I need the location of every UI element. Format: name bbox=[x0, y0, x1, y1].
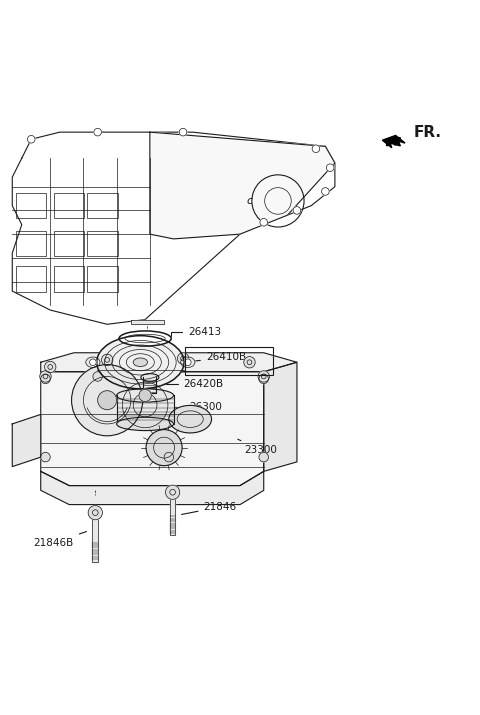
Circle shape bbox=[259, 374, 268, 383]
Text: 26420B: 26420B bbox=[161, 379, 223, 388]
Ellipse shape bbox=[117, 389, 174, 402]
Polygon shape bbox=[131, 320, 164, 325]
Circle shape bbox=[258, 371, 269, 383]
Ellipse shape bbox=[96, 335, 184, 389]
Circle shape bbox=[97, 390, 117, 410]
Polygon shape bbox=[12, 132, 335, 325]
Polygon shape bbox=[264, 363, 297, 471]
Circle shape bbox=[326, 164, 334, 172]
Circle shape bbox=[260, 219, 267, 226]
Bar bbox=[170, 496, 176, 536]
Circle shape bbox=[93, 372, 102, 381]
Text: c: c bbox=[246, 196, 252, 206]
Circle shape bbox=[41, 453, 50, 462]
Circle shape bbox=[179, 129, 187, 136]
Text: 23300: 23300 bbox=[238, 439, 277, 455]
Circle shape bbox=[322, 187, 329, 195]
Circle shape bbox=[90, 359, 96, 365]
Ellipse shape bbox=[141, 374, 159, 381]
Bar bbox=[93, 516, 98, 561]
Polygon shape bbox=[41, 372, 264, 485]
Text: 26410B: 26410B bbox=[187, 352, 246, 363]
Circle shape bbox=[122, 383, 168, 428]
Circle shape bbox=[72, 365, 143, 435]
Bar bbox=[143, 378, 156, 393]
Circle shape bbox=[41, 374, 50, 383]
Circle shape bbox=[146, 430, 182, 465]
Circle shape bbox=[45, 361, 56, 373]
Circle shape bbox=[164, 453, 174, 462]
Circle shape bbox=[312, 145, 320, 152]
Circle shape bbox=[259, 453, 268, 462]
Polygon shape bbox=[41, 352, 297, 372]
Circle shape bbox=[27, 135, 35, 143]
Ellipse shape bbox=[133, 358, 147, 367]
Circle shape bbox=[139, 389, 151, 402]
Polygon shape bbox=[12, 415, 41, 467]
Ellipse shape bbox=[86, 357, 100, 368]
Bar bbox=[117, 395, 174, 424]
Ellipse shape bbox=[119, 331, 171, 346]
Ellipse shape bbox=[169, 405, 212, 433]
Circle shape bbox=[88, 506, 102, 520]
Circle shape bbox=[178, 352, 189, 364]
Circle shape bbox=[101, 354, 113, 365]
Text: 21846B: 21846B bbox=[34, 531, 86, 548]
Circle shape bbox=[244, 357, 255, 368]
Text: 21846: 21846 bbox=[181, 502, 237, 515]
Ellipse shape bbox=[180, 357, 195, 368]
Text: 26300: 26300 bbox=[175, 403, 222, 413]
Ellipse shape bbox=[117, 418, 174, 430]
Circle shape bbox=[166, 485, 180, 499]
Polygon shape bbox=[41, 471, 264, 505]
Polygon shape bbox=[383, 135, 405, 148]
Bar bbox=[185, 347, 273, 375]
Circle shape bbox=[94, 129, 101, 136]
Circle shape bbox=[293, 207, 301, 214]
Text: 26413: 26413 bbox=[171, 327, 221, 337]
Circle shape bbox=[184, 359, 191, 365]
Text: FR.: FR. bbox=[413, 125, 441, 140]
Circle shape bbox=[40, 371, 51, 383]
Polygon shape bbox=[150, 132, 335, 239]
